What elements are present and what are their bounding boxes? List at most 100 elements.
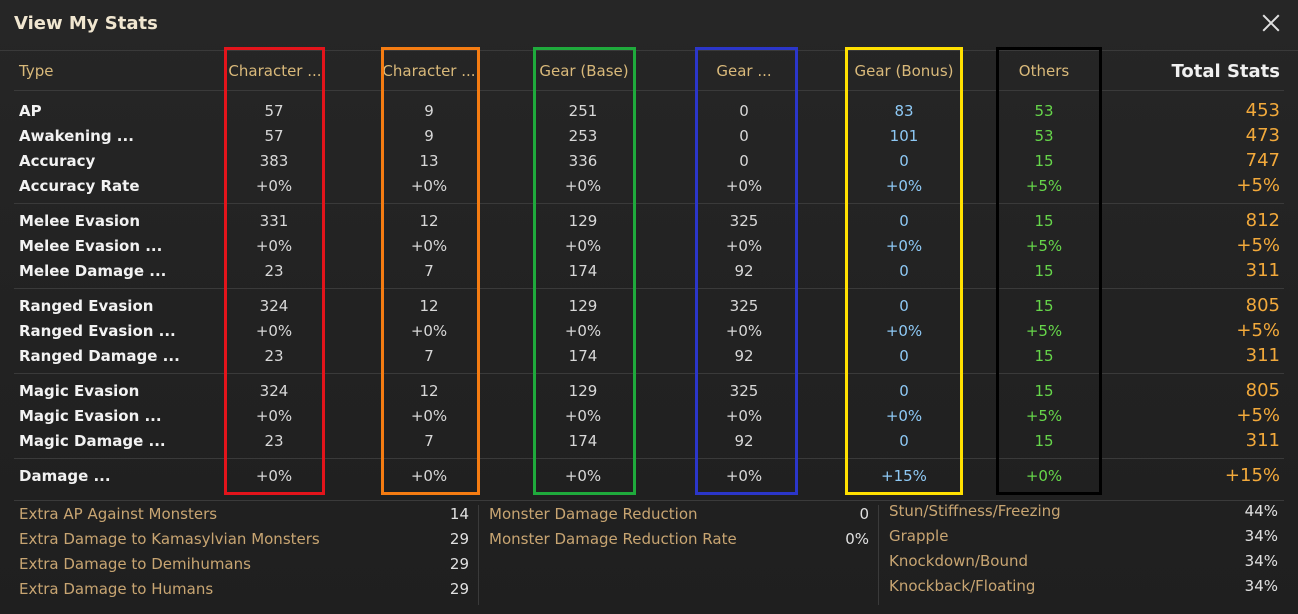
highlight-box-red [224,47,325,495]
total-stat-cell: 453 [1245,100,1280,121]
stat-cell: +0% [564,407,602,425]
stat-cell: 9 [424,127,434,145]
bottom-stat-value: 0% [845,530,869,548]
stat-cell: +0% [725,407,763,425]
stat-cell: +5% [1025,177,1063,195]
stat-cell: 7 [424,432,434,450]
col-header-character-2: Character ... [382,62,476,80]
bottom-stat-value: 34% [1244,552,1278,570]
group-divider [14,373,1284,374]
bottom-stat-label: Extra Damage to Humans [19,580,214,598]
stat-cell: 331 [259,212,289,230]
stat-cell: 12 [419,297,439,315]
total-stat-cell: +5% [1236,320,1280,341]
row-label: Melee Evasion ... [19,237,163,255]
bottom-stat-label: Grapple [889,527,949,545]
stat-cell: +0% [1025,467,1063,485]
stat-cell: +0% [255,467,293,485]
group-divider [14,288,1284,289]
total-stat-cell: 805 [1245,380,1280,401]
total-stat-cell: 311 [1245,260,1280,281]
stat-cell: +5% [1025,237,1063,255]
group-divider [14,458,1284,459]
stat-cell: 174 [568,347,598,365]
stat-cell: 129 [568,212,598,230]
stat-cell: +0% [885,237,923,255]
row-label: AP [19,102,42,120]
col-header-gear-base: Gear (Base) [539,62,629,80]
stat-cell: 101 [889,127,919,145]
stat-cell: +0% [410,322,448,340]
row-label: Magic Evasion [19,382,140,400]
bottom-column-divider [478,505,479,605]
stat-cell: 12 [419,382,439,400]
stat-cell: 23 [264,347,284,365]
bottom-stat-value: 14 [449,505,469,523]
stat-cell: 53 [1034,102,1054,120]
stat-cell: 9 [424,102,434,120]
stat-cell: +0% [564,237,602,255]
stat-cell: 15 [1034,382,1054,400]
col-header-type: Type [19,62,54,80]
stat-cell: 325 [729,297,759,315]
bottom-stat-value: 0 [859,505,869,523]
stat-cell: 0 [739,102,749,120]
stat-cell: +0% [255,177,293,195]
stat-cell: 325 [729,212,759,230]
bottom-stat-label: Monster Damage Reduction [489,505,698,523]
stat-cell: 0 [899,347,909,365]
stat-cell: 253 [568,127,598,145]
stat-cell: 0 [739,152,749,170]
row-label: Damage ... [19,467,111,485]
total-stat-cell: +5% [1236,235,1280,256]
bottom-stat-value: 44% [1244,502,1278,520]
col-header-character-1: Character ... [228,62,322,80]
stat-cell: +0% [410,177,448,195]
stat-cell: 15 [1034,212,1054,230]
stat-cell: 15 [1034,347,1054,365]
stat-cell: 0 [739,127,749,145]
total-stat-cell: 473 [1245,125,1280,146]
total-stat-cell: +5% [1236,405,1280,426]
bottom-stat-value: 29 [449,555,469,573]
stat-cell: 15 [1034,297,1054,315]
stat-cell: 13 [419,152,439,170]
highlight-box-blue [695,47,798,495]
total-stat-cell: +5% [1236,175,1280,196]
stat-cell: +0% [410,237,448,255]
row-label: Awakening ... [19,127,134,145]
stat-cell: +5% [1025,322,1063,340]
stat-cell: +0% [410,467,448,485]
stat-cell: 92 [734,347,754,365]
stat-cell: +15% [881,467,927,485]
stat-cell: 23 [264,432,284,450]
stat-cell: 57 [264,102,284,120]
stat-cell: 174 [568,432,598,450]
stat-cell: +0% [725,237,763,255]
total-stat-cell: 747 [1245,150,1280,171]
stat-cell: 92 [734,262,754,280]
stat-cell: 324 [259,297,289,315]
stat-cell: 15 [1034,432,1054,450]
row-label: Ranged Evasion ... [19,322,176,340]
row-label: Magic Evasion ... [19,407,162,425]
total-stat-cell: 311 [1245,430,1280,451]
stat-cell: 83 [894,102,914,120]
stat-cell: 57 [264,127,284,145]
bottom-stat-label: Extra AP Against Monsters [19,505,218,523]
bottom-divider [14,500,1284,501]
bottom-stat-label: Monster Damage Reduction Rate [489,530,737,548]
close-icon[interactable] [1258,10,1284,36]
row-label: Ranged Evasion [19,297,154,315]
total-stat-cell: 812 [1245,210,1280,231]
bottom-stat-value: 34% [1244,577,1278,595]
stat-cell: 383 [259,152,289,170]
stat-cell: 174 [568,262,598,280]
stat-cell: +0% [255,322,293,340]
stat-cell: +0% [255,407,293,425]
stat-cell: 0 [899,262,909,280]
window-title: View My Stats [14,13,158,34]
col-header-others: Others [1018,62,1070,80]
stat-cell: +0% [564,467,602,485]
